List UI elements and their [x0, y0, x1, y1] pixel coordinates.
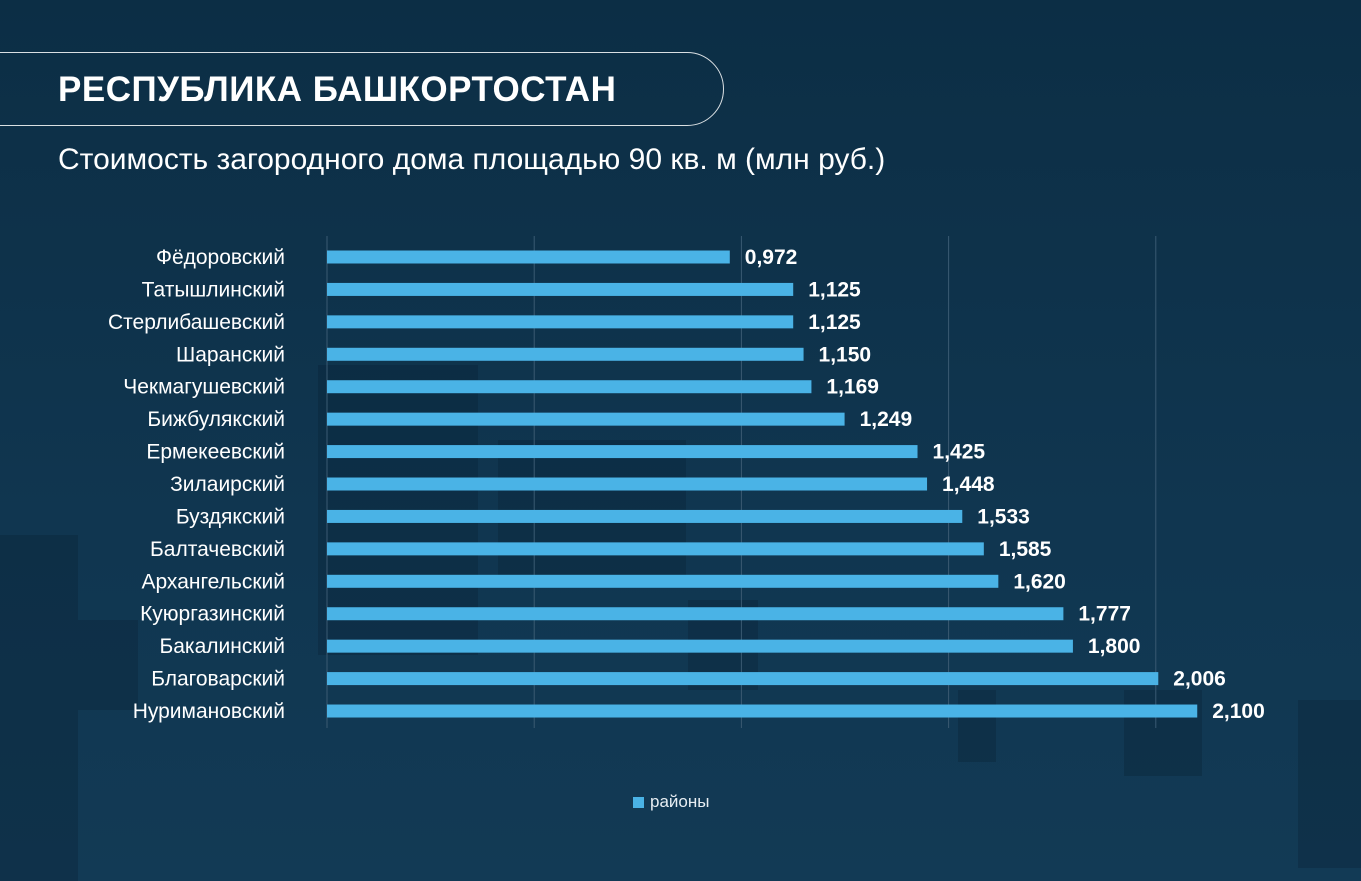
background-building — [1298, 700, 1361, 868]
value-label: 1,620 — [1013, 570, 1066, 593]
value-label: 1,150 — [819, 343, 872, 366]
title-frame — [0, 52, 724, 126]
category-label: Бижбулякский — [147, 408, 285, 431]
bars — [327, 250, 1198, 718]
bar — [327, 672, 1159, 686]
category-label: Стерлибашевский — [108, 311, 285, 334]
bar — [327, 445, 918, 459]
value-label: 1,125 — [808, 311, 861, 334]
value-label: 1,169 — [826, 376, 879, 399]
bar — [327, 509, 963, 523]
bar — [327, 315, 794, 329]
value-label: 1,425 — [933, 441, 986, 464]
bar — [327, 282, 794, 296]
bar — [327, 607, 1064, 621]
category-label: Благоварский — [151, 668, 285, 691]
background-building — [1124, 690, 1202, 776]
bar — [327, 380, 812, 394]
value-label: 1,125 — [808, 278, 861, 301]
bar — [327, 639, 1073, 653]
legend-label: районы — [650, 792, 710, 811]
category-labels: Фёдоровский Татышлинский Стерлибашевский Ша… — [108, 246, 285, 723]
value-label: 1,777 — [1078, 603, 1131, 626]
category-label: Архангельский — [141, 570, 285, 593]
value-label: 1,448 — [942, 473, 995, 496]
value-label: 0,972 — [745, 246, 798, 269]
background-building — [78, 620, 138, 710]
category-label: Балтачевский — [150, 538, 285, 561]
value-label: 2,006 — [1173, 668, 1226, 691]
category-label: Буздякский — [176, 505, 285, 528]
category-label: Куюргазинский — [140, 603, 285, 626]
bar — [327, 574, 999, 588]
bar — [327, 704, 1198, 718]
category-label: Бакалинский — [159, 635, 285, 658]
chart-legend: районы — [633, 792, 709, 812]
category-label: Чекмагушевский — [123, 376, 285, 399]
value-label: 1,800 — [1088, 635, 1141, 658]
value-label: 1,533 — [977, 505, 1030, 528]
category-label: Шаранский — [176, 343, 285, 366]
chart-subtitle: Стоимость загородного дома площадью 90 к… — [58, 143, 886, 176]
bar — [327, 542, 984, 556]
legend-swatch — [633, 796, 644, 808]
value-label: 2,100 — [1212, 700, 1265, 723]
category-label: Ермекеевский — [146, 441, 285, 464]
bar — [327, 412, 845, 426]
value-label: 1,249 — [860, 408, 913, 431]
category-label: Фёдоровский — [156, 246, 285, 269]
category-label: Татышлинский — [142, 278, 285, 301]
category-label: Нуримановский — [133, 700, 285, 723]
value-label: 1,585 — [999, 538, 1052, 561]
background-building — [0, 535, 78, 881]
bar — [327, 347, 804, 361]
value-labels: 0,972 1,125 1,125 1,150 1,169 1,249 1,425 1,448… — [745, 246, 1265, 723]
category-label: Зилаирский — [170, 473, 285, 496]
background-building — [958, 690, 996, 762]
page-title: РЕСПУБЛИКА БАШКОРТОСТАН — [58, 70, 617, 109]
bar — [327, 250, 730, 264]
bar — [327, 477, 928, 491]
